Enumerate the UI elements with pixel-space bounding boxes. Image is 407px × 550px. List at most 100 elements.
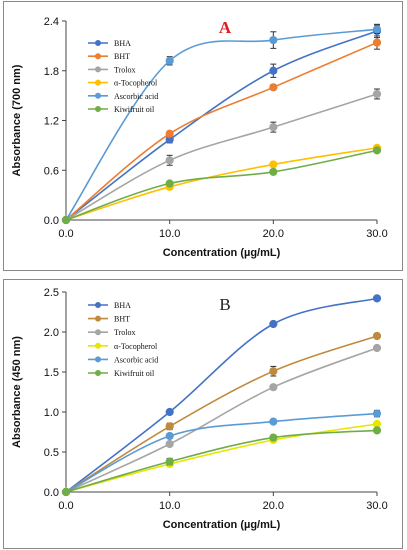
chart-a-legend-swatch-marker (95, 92, 101, 99)
chart-b-legend: BHA BHT Trolox α-Tocopherol Ascorbic acid Kiw… (88, 301, 158, 378)
chart-b-series-line (65, 297, 378, 493)
chart-a-legend-label: BHA (114, 39, 131, 48)
chart-a-y-tick-label: 2.4 (44, 16, 59, 28)
chart-b-y-axis-title: Absorbance (450 nm) (11, 336, 23, 448)
chart-a-legend-swatch-marker (95, 106, 101, 112)
chart-b-legend-swatch-marker (95, 315, 101, 322)
chart-b-data-point (165, 431, 174, 441)
chart-a-x-axis-title: Concentration (µg/mL) (163, 247, 281, 259)
chart-a-legend-label: Ascorbic acid (114, 92, 158, 101)
chart-a-data-point (269, 123, 278, 132)
chart-b-legend-swatch-marker (95, 329, 101, 336)
chart-a-x-tick-label: 0.0 (58, 228, 73, 240)
chart-a-legend-label: Kiwifruit oil (114, 105, 155, 114)
chart-a-series-line (65, 30, 378, 221)
chart-b-legend-label: Trolox (114, 328, 136, 337)
chart-b-data-point (165, 439, 174, 449)
chart-a-legend: BHA BHT Trolox α-Tocopherol Ascorbic acid Kiw… (88, 39, 158, 114)
chart-b-series-2 (61, 343, 382, 497)
chart-b-data-point (61, 487, 71, 497)
chart-b-x-tick-label: 30.0 (366, 500, 387, 512)
chart-a-y-axis-title: Absorbance (700 nm) (11, 64, 23, 176)
chart-b-data-point (372, 426, 382, 435)
chart-a-data-point (269, 167, 278, 177)
chart-a-y-tick-label: 0.0 (44, 215, 59, 227)
chart-b-panel-label: B (219, 295, 230, 314)
chart-b-data-point (165, 457, 174, 466)
chart-b-data-point (269, 433, 278, 442)
chart-b-legend-swatch-marker (95, 356, 101, 363)
chart-a-data-point (269, 83, 278, 92)
chart-b-series-1 (61, 331, 382, 497)
chart-a-x-tick-label: 10.0 (159, 228, 180, 240)
chart-b-series-5 (61, 426, 382, 497)
chart-b-series-line (65, 412, 378, 493)
chart-a-legend-swatch-marker (95, 66, 101, 73)
chart-b-series-line (65, 423, 378, 493)
chart-b-x-tick-label: 20.0 (263, 500, 284, 512)
chart-b-x-tick-label: 10.0 (159, 500, 180, 512)
chart-a-svg: 0.0 0.6 1.2 1.8 2.4 0.0 10.0 20.0 30.0 Concentrat… (11, 16, 388, 259)
chart-b-data-point (269, 319, 278, 329)
chart-a-legend-label: Trolox (114, 65, 136, 74)
chart-a-panel-label: A (219, 18, 232, 37)
chart-a-series-line (65, 28, 378, 221)
chart-a-data-point (165, 56, 174, 65)
chart-b-data-point (372, 294, 382, 303)
chart-b-series-line (65, 429, 378, 493)
chart-b-legend-label: Ascorbic acid (114, 355, 158, 364)
chart-a-y-tick-label: 1.2 (44, 116, 59, 128)
chart-a-series-line (65, 41, 378, 221)
chart-a-data-point (165, 156, 174, 165)
chart-b-data-point (165, 422, 174, 431)
chart-a-data-point (269, 35, 278, 45)
chart-a-series-line (65, 149, 378, 221)
chart-b-y-tick-label: 1.0 (44, 407, 59, 419)
chart-b-legend-swatch-marker (95, 370, 101, 376)
chart-b-legend-label: α-Tocopherol (114, 342, 158, 351)
chart-b-legend-label: BHA (114, 301, 131, 310)
chart-a-data-point (372, 89, 382, 99)
chart-b-data-point (372, 409, 382, 418)
chart-a-data-point (269, 66, 278, 75)
chart-a-data-point (372, 25, 382, 34)
chart-a-data-point (61, 215, 71, 225)
chart-a-legend-swatch-marker (95, 53, 101, 60)
chart-b-legend-label: Kiwifruit oil (114, 369, 155, 378)
chart-panel-b: 0.0 0.5 1.0 1.5 2.0 2.5 0.0 10.0 20.0 30.0 Concent… (3, 279, 403, 549)
chart-a-y-tick-label: 1.8 (44, 66, 59, 78)
chart-b-svg: 0.0 0.5 1.0 1.5 2.0 2.5 0.0 10.0 20.0 30.0 Concent… (11, 287, 388, 531)
chart-a-series-1 (61, 35, 382, 225)
chart-b-x-tick-label: 0.0 (58, 500, 73, 512)
chart-b-y-tick-label: 2.5 (44, 287, 59, 299)
chart-b-legend-swatch-marker (95, 302, 101, 308)
chart-a-y-tick-label: 0.6 (44, 165, 59, 177)
chart-a-x-tick-label: 30.0 (366, 228, 387, 240)
chart-a-legend-label: BHT (114, 52, 130, 61)
chart-a-x-tick-label: 20.0 (263, 228, 284, 240)
chart-a-series-5 (61, 146, 382, 225)
chart-b-data-point (372, 343, 382, 353)
chart-a-data-point (269, 160, 278, 169)
chart-b-legend-swatch-marker (95, 342, 101, 349)
chart-b-data-point (269, 417, 278, 426)
chart-a-data-point (165, 129, 174, 138)
chart-b-data-point (165, 407, 174, 417)
chart-a-legend-swatch-marker (95, 40, 101, 46)
chart-panel-a: 0.0 0.6 1.2 1.8 2.4 0.0 10.0 20.0 30.0 Concentrat… (3, 1, 403, 271)
chart-a-legend-swatch-marker (95, 79, 101, 86)
chart-b-data-point (269, 367, 278, 376)
chart-b-series-line (65, 335, 378, 493)
chart-b-x-axis-title: Concentration (µg/mL) (163, 519, 281, 531)
chart-a-series-line (65, 147, 378, 221)
chart-b-y-tick-label: 0.0 (44, 487, 59, 499)
chart-b-data-point (269, 383, 278, 392)
chart-b-y-tick-label: 2.0 (44, 327, 59, 339)
chart-a-data-point (372, 146, 382, 155)
chart-a-series-line (65, 93, 378, 221)
chart-b-y-tick-label: 0.5 (44, 447, 59, 459)
chart-a-legend-label: α-Tocopherol (114, 79, 158, 88)
chart-b-series-4 (61, 409, 382, 497)
chart-b-legend-label: BHT (114, 315, 130, 324)
chart-a-data-point (165, 179, 174, 188)
